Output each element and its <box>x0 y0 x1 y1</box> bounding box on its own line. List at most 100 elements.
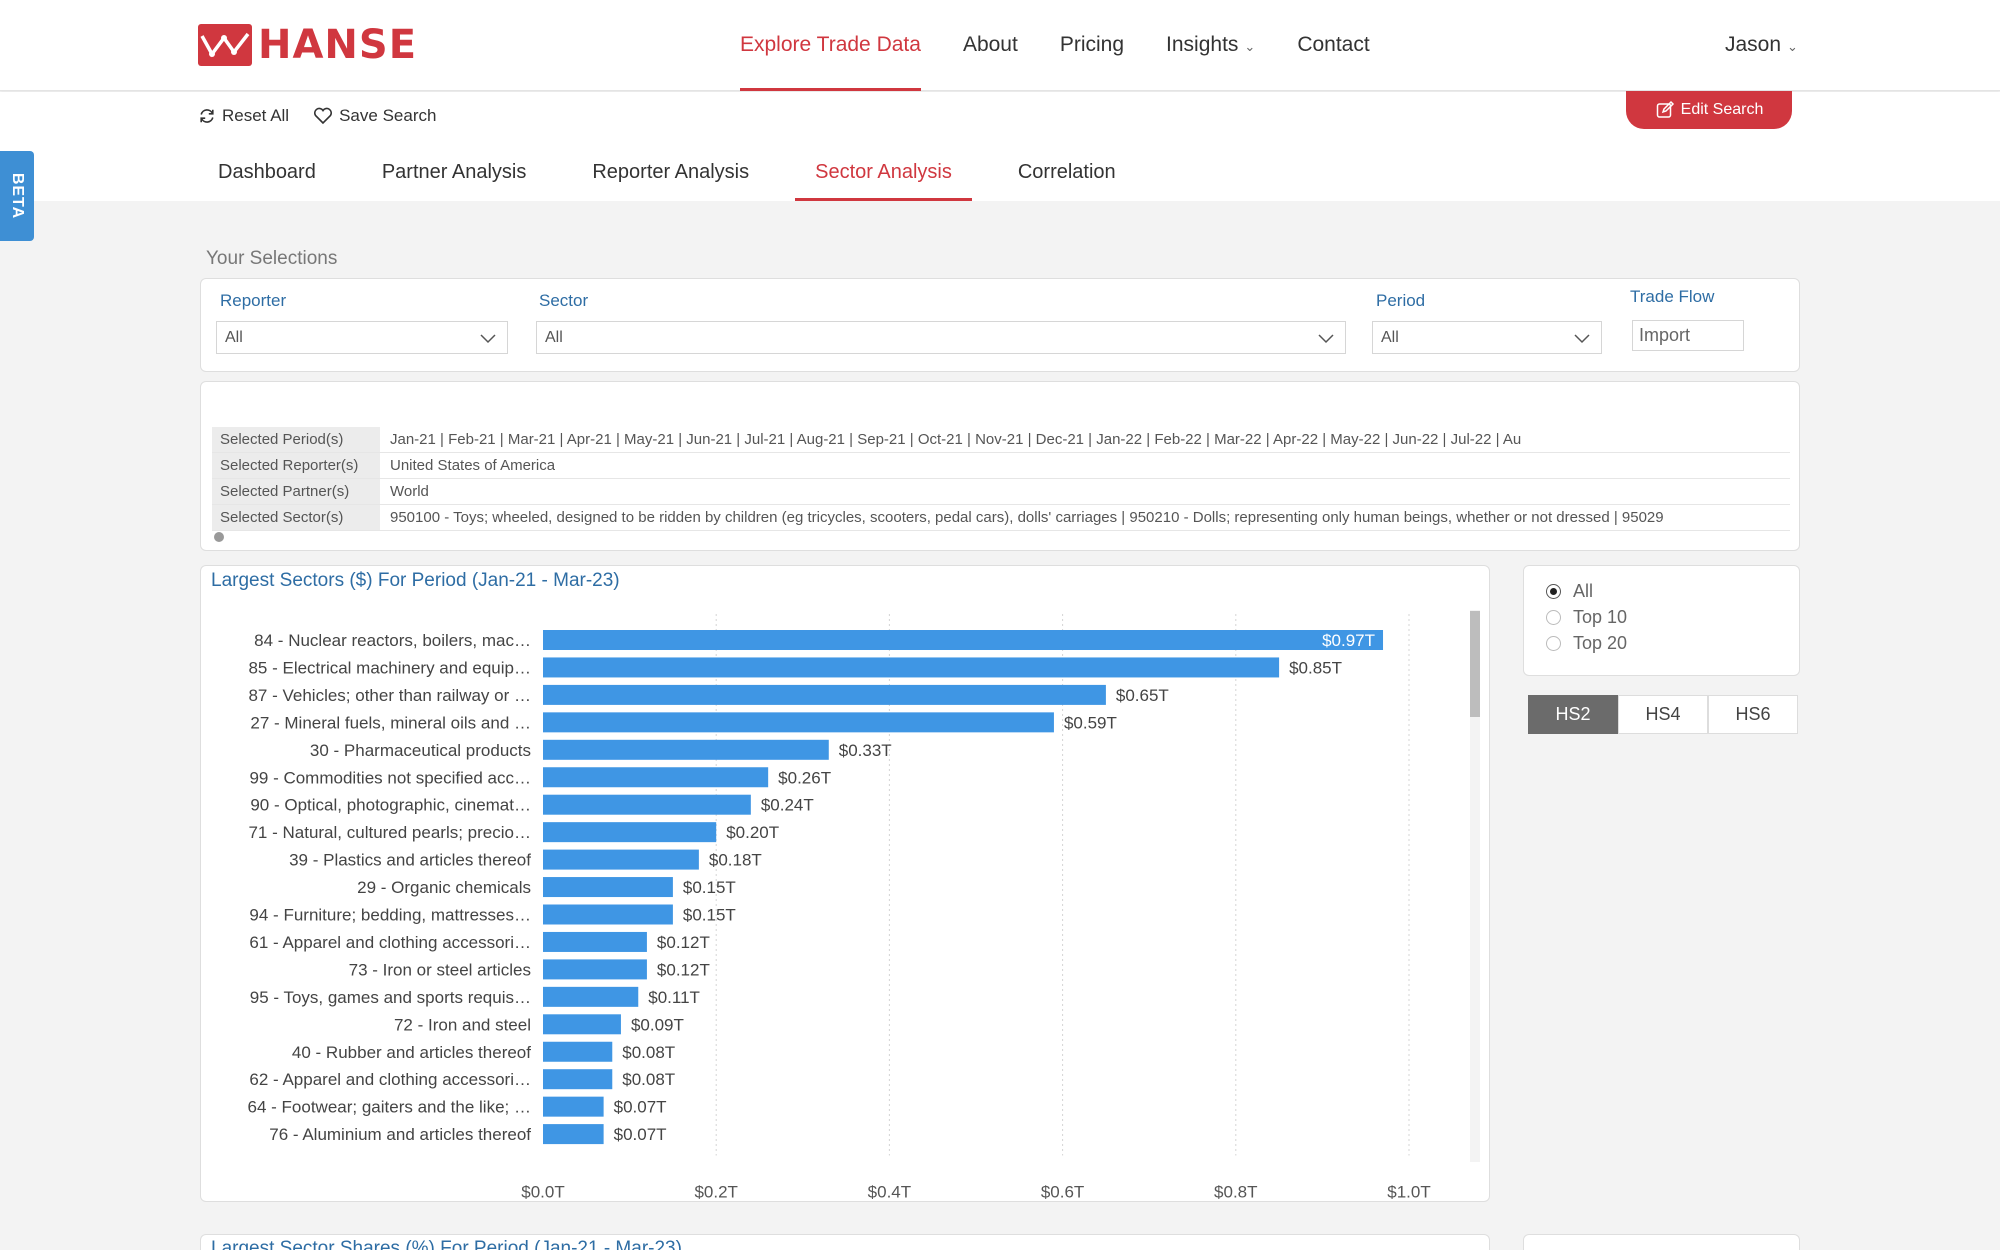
data-label-2: $0.85T <box>1289 658 1342 677</box>
bar-14 <box>543 986 639 1007</box>
category-label-9: 39 - Plastics and articles thereof <box>289 851 531 870</box>
bar-12 <box>543 931 647 952</box>
hs-level-toggle: HS2 HS4 HS6 <box>1528 695 1798 734</box>
chevron-down-icon: ⌄ <box>1244 39 1256 54</box>
selections-card: Reporter All Sector All Period All Trade… <box>200 278 1800 372</box>
radio-all[interactable]: All <box>1546 581 1593 602</box>
category-label-18: 64 - Footwear; gaiters and the like; … <box>248 1098 531 1117</box>
x-tick-label-0-8t: $0.8T <box>1214 1183 1257 1200</box>
sector-shares-title: Largest Sector Shares (%) For Period (Ja… <box>211 1238 682 1250</box>
tab-partner-analysis[interactable]: Partner Analysis <box>381 161 527 183</box>
top-filter-card <box>1523 565 1800 676</box>
category-label-17: 62 - Apparel and clothing accessori… <box>249 1070 531 1089</box>
category-label-7: 90 - Optical, photographic, cinemat… <box>250 796 531 815</box>
nav-label: Insights <box>1166 33 1239 56</box>
reporter-label: Reporter <box>220 291 287 310</box>
data-label-15: $0.09T <box>631 1015 684 1034</box>
hs2-button[interactable]: HS2 <box>1528 695 1618 734</box>
edit-search-label: Edit Search <box>1680 101 1764 118</box>
category-label-13: 73 - Iron or steel articles <box>349 960 531 979</box>
bar-6 <box>543 767 769 788</box>
detail-value: World <box>390 483 429 500</box>
tab-dashboard[interactable]: Dashboard <box>218 161 316 183</box>
data-label-6: $0.26T <box>778 768 831 787</box>
radio-top-20[interactable]: Top 20 <box>1546 633 1627 654</box>
nav-explore-trade-data[interactable]: Explore Trade Data <box>740 0 921 91</box>
reporter-dropdown[interactable]: All <box>216 321 508 354</box>
detail-value: Jan-21 | Feb-21 | Mar-21 | Apr-21 | May-… <box>390 431 1522 448</box>
sector-shares-filter-card <box>1523 1234 1800 1250</box>
bar-8 <box>543 822 717 843</box>
data-label-3: $0.65T <box>1116 686 1169 705</box>
brand-logo[interactable]: HANSE <box>198 24 417 66</box>
sector-dropdown[interactable]: All <box>536 321 1346 354</box>
reporter-value: All <box>225 329 243 346</box>
horizontal-scroll-handle[interactable] <box>214 532 224 542</box>
chart-scrollbar-track[interactable] <box>1470 610 1480 1162</box>
hs6-button[interactable]: HS6 <box>1708 695 1798 734</box>
save-search-button[interactable]: Save Search <box>313 106 436 126</box>
logo-mark-icon <box>198 24 252 66</box>
nav-contact[interactable]: Contact <box>1297 0 1369 91</box>
category-label-6: 99 - Commodities not specified acc… <box>249 768 531 787</box>
trade-flow-field[interactable]: Import <box>1632 320 1744 351</box>
category-label-4: 27 - Mineral fuels, mineral oils and … <box>250 713 531 732</box>
table-row: Selected Sector(s) 950100 - Toys; wheele… <box>212 505 1790 531</box>
detail-value: United States of America <box>390 457 556 474</box>
data-label-13: $0.12T <box>657 960 710 979</box>
period-value: All <box>1381 329 1399 346</box>
detail-key: Selected Period(s) <box>212 427 380 452</box>
category-label-5: 30 - Pharmaceutical products <box>310 741 531 760</box>
trade-flow-label: Trade Flow <box>1630 287 1715 306</box>
main-nav: Explore Trade Data About Pricing Insight… <box>740 0 1412 91</box>
table-row: Selected Reporter(s) United States of Am… <box>212 453 1790 479</box>
tab-sector-analysis[interactable]: Sector Analysis <box>795 152 972 201</box>
user-name: Jason <box>1725 33 1782 56</box>
bar-15 <box>543 1014 621 1035</box>
largest-sectors-chart: $0.0T $0.2T $0.4T $0.6T $0.8T $1.0T 84 - Nucle… <box>248 614 1431 1200</box>
tab-reporter-analysis[interactable]: Reporter Analysis <box>592 161 750 183</box>
selection-details-table: Selected Period(s) Jan-21 | Feb-21 | Mar… <box>212 427 1790 531</box>
tab-correlation[interactable]: Correlation <box>1017 161 1116 183</box>
nav-insights[interactable]: Insights ⌄ <box>1166 0 1255 91</box>
chart-title: Largest Sectors ($) For Period (Jan-21 -… <box>211 570 620 591</box>
user-menu[interactable]: Jason ⌄ <box>1725 0 1798 92</box>
period-dropdown[interactable]: All <box>1372 321 1602 354</box>
data-label-5: $0.33T <box>839 741 892 760</box>
edit-icon <box>1656 100 1674 118</box>
heart-icon <box>314 107 333 125</box>
bar-4 <box>543 712 1054 733</box>
category-label-1: 84 - Nuclear reactors, boilers, mac… <box>254 631 531 650</box>
category-label-19: 76 - Aluminium and articles thereof <box>269 1125 531 1144</box>
chevron-down-icon <box>480 334 496 344</box>
category-label-3: 87 - Vehicles; other than railway or … <box>248 686 531 705</box>
radio-selected-icon <box>1546 584 1561 599</box>
bar-18 <box>543 1096 604 1117</box>
radio-unselected-icon <box>1546 636 1561 651</box>
bar-9 <box>543 849 699 870</box>
data-label-1: $0.97T <box>1322 631 1375 650</box>
sector-shares-card <box>200 1234 1490 1250</box>
nav-about[interactable]: About <box>963 0 1018 91</box>
analysis-tabs: Dashboard Partner Analysis Reporter Anal… <box>198 152 1162 201</box>
detail-key: Selected Sector(s) <box>212 505 380 530</box>
category-label-16: 40 - Rubber and articles thereof <box>292 1043 531 1062</box>
nav-label: Contact <box>1297 33 1370 56</box>
x-tick-label-1-0t: $1.0T <box>1387 1183 1430 1200</box>
selections-title: Your Selections <box>206 248 338 269</box>
x-tick-label-0-6t: $0.6T <box>1041 1183 1084 1200</box>
chart-scrollbar-thumb[interactable] <box>1470 611 1480 717</box>
table-row: Selected Partner(s) World <box>212 479 1790 505</box>
chevron-down-icon <box>1574 334 1590 344</box>
beta-badge[interactable]: BETA <box>0 151 34 241</box>
hs4-button[interactable]: HS4 <box>1618 695 1708 734</box>
top-header: HANSE Explore Trade Data About Pricing I… <box>0 0 2000 91</box>
bar-1 <box>543 630 1384 650</box>
radio-top-10[interactable]: Top 10 <box>1546 607 1627 628</box>
nav-pricing[interactable]: Pricing <box>1060 0 1124 91</box>
edit-search-button[interactable]: Edit Search <box>1626 91 1792 129</box>
reset-all-button[interactable]: Reset All <box>198 106 289 126</box>
x-tick-label-0-4t: $0.4T <box>868 1183 911 1200</box>
save-search-label: Save Search <box>339 106 437 125</box>
bar-17 <box>543 1069 613 1090</box>
